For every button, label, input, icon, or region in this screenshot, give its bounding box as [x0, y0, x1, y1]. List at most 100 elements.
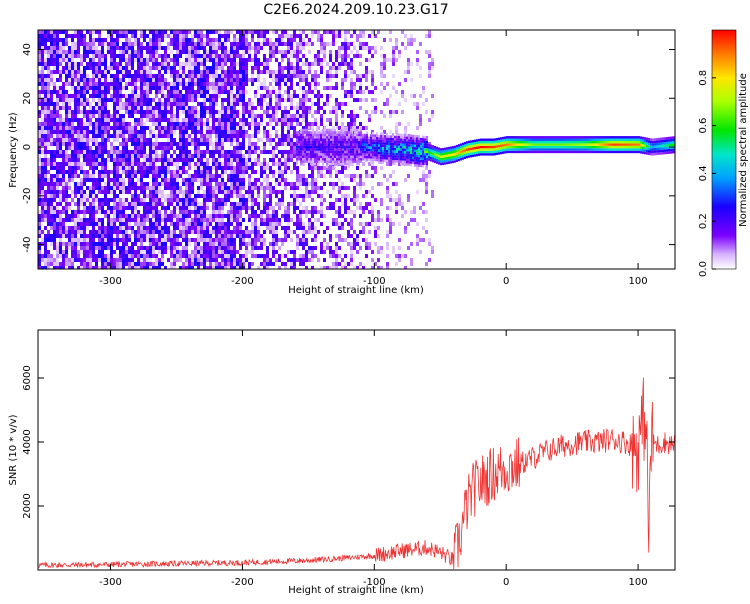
heatmap-cell — [236, 226, 239, 230]
heatmap-cell — [44, 262, 47, 266]
heatmap-cell — [347, 62, 350, 66]
heatmap-cell — [347, 66, 350, 70]
heatmap-cell — [251, 30, 254, 34]
heatmap-cell — [113, 138, 116, 142]
heatmap-cell — [308, 86, 311, 90]
heatmap-cell — [242, 30, 245, 34]
heatmap-cell — [242, 62, 245, 66]
heatmap-cell — [107, 42, 110, 46]
heatmap-cell — [167, 90, 170, 94]
heatmap-cell — [323, 30, 326, 34]
heatmap-cell — [278, 142, 281, 146]
heatmap-cell — [176, 206, 179, 210]
heatmap-cell — [233, 218, 236, 222]
heatmap-cell — [197, 38, 200, 42]
heatmap-cell — [95, 110, 98, 114]
heatmap-cell — [233, 234, 236, 238]
heatmap-cell — [335, 54, 338, 58]
heatmap-cell — [86, 226, 89, 230]
heatmap-cell — [194, 238, 197, 242]
heatmap-cell — [86, 50, 89, 54]
heatmap-cell — [188, 106, 191, 110]
heatmap-cell — [278, 86, 281, 90]
heatmap-cell — [122, 206, 125, 210]
heatmap-cell — [83, 74, 86, 78]
heatmap-cell — [155, 86, 158, 90]
heatmap-cell — [134, 74, 137, 78]
heatmap-cell — [155, 74, 158, 78]
heatmap-cell — [299, 122, 302, 126]
heatmap-cell — [161, 62, 164, 66]
heatmap-cell — [236, 142, 239, 146]
heatmap-cell — [104, 62, 107, 66]
heatmap-cell — [209, 238, 212, 242]
heatmap-cell — [281, 94, 284, 98]
heatmap-cell — [128, 130, 131, 134]
heatmap-cell — [197, 266, 200, 269]
heatmap-cell — [200, 186, 203, 190]
heatmap-cell — [122, 54, 125, 58]
heatmap-cell — [44, 158, 47, 162]
heatmap-cell — [122, 254, 125, 258]
heatmap-cell — [107, 218, 110, 222]
heatmap-cell — [65, 126, 68, 130]
heatmap-cell — [278, 134, 281, 138]
heatmap-cell — [143, 78, 146, 82]
heatmap-cell — [140, 186, 143, 190]
heatmap-cell — [320, 186, 323, 190]
heatmap-cell — [371, 194, 374, 198]
heatmap-cell — [83, 154, 86, 158]
heatmap-cell — [284, 50, 287, 54]
heatmap-cell — [119, 86, 122, 90]
heatmap-cell — [245, 102, 248, 106]
heatmap-cell — [86, 86, 89, 90]
heatmap-cell — [272, 214, 275, 218]
heatmap-cell — [44, 210, 47, 214]
heatmap-cell — [86, 110, 89, 114]
heatmap-cell — [275, 214, 278, 218]
heatmap-cell — [158, 82, 161, 86]
heatmap-cell — [200, 94, 203, 98]
heatmap-cell — [344, 186, 347, 190]
heatmap-cell — [173, 70, 176, 74]
heatmap-cell — [50, 106, 53, 110]
heatmap-cell — [110, 146, 113, 150]
heatmap-cell — [41, 258, 44, 262]
heatmap-cell — [152, 226, 155, 230]
heatmap-cell — [368, 174, 371, 178]
heatmap-cell — [167, 238, 170, 242]
heatmap-cell — [101, 50, 104, 54]
heatmap-cell — [65, 230, 68, 234]
heatmap-cell — [167, 158, 170, 162]
heatmap-cell — [236, 258, 239, 262]
heatmap-cell — [41, 166, 44, 170]
heatmap-cell — [173, 266, 176, 269]
heatmap-cell — [185, 230, 188, 234]
heatmap-cell — [320, 34, 323, 38]
heatmap-cell — [53, 54, 56, 58]
heatmap-cell — [56, 102, 59, 106]
heatmap-cell — [44, 246, 47, 250]
heatmap-cell — [230, 206, 233, 210]
heatmap-cell — [113, 222, 116, 226]
heatmap-cell — [218, 86, 221, 90]
heatmap-cell — [284, 178, 287, 182]
heatmap-cell — [104, 162, 107, 166]
heatmap-cell — [203, 258, 206, 262]
heatmap-cell — [107, 266, 110, 269]
heatmap-cell — [323, 58, 326, 62]
heatmap-cell — [317, 54, 320, 58]
heatmap-cell — [227, 102, 230, 106]
heatmap-cell — [143, 254, 146, 258]
heatmap-cell — [218, 134, 221, 138]
heatmap-cell — [203, 198, 206, 202]
heatmap-cell — [131, 162, 134, 166]
heatmap-cell — [284, 170, 287, 174]
heatmap-cell — [125, 38, 128, 42]
heatmap-cell — [179, 134, 182, 138]
heatmap-cell — [209, 102, 212, 106]
heatmap-cell — [215, 42, 218, 46]
heatmap-cell — [53, 174, 56, 178]
heatmap-cell — [74, 202, 77, 206]
heatmap-cell — [122, 102, 125, 106]
